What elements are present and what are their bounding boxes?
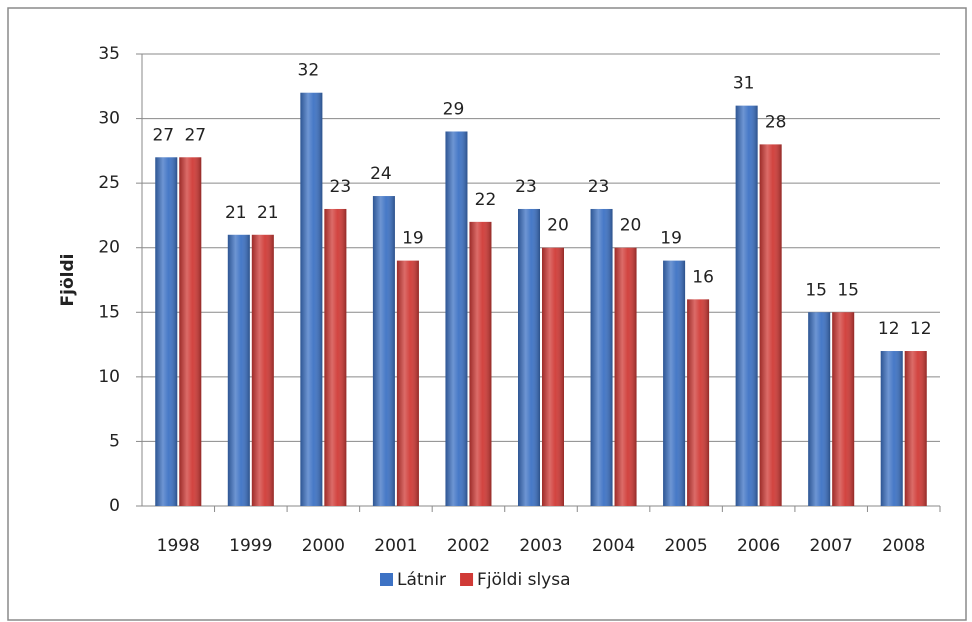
bar (542, 247, 564, 506)
data-label: 19 (402, 229, 424, 249)
x-tick-label: 2005 (664, 536, 707, 556)
bar (832, 312, 855, 506)
y-tick-label: 35 (98, 44, 120, 64)
x-tick-label: 2000 (302, 536, 345, 556)
data-label: 23 (515, 177, 537, 197)
data-label: 20 (620, 216, 642, 236)
x-tick-label: 2002 (447, 536, 490, 556)
x-tick-label: 2006 (737, 536, 780, 556)
x-tick-label: 2001 (374, 536, 417, 556)
y-tick-label: 15 (98, 302, 120, 322)
bar (155, 157, 178, 507)
y-tick-label: 5 (109, 431, 120, 451)
x-tick-label: 2003 (519, 536, 562, 556)
data-label: 16 (692, 267, 714, 287)
bar (179, 157, 202, 507)
data-label: 15 (805, 280, 827, 300)
legend-label: Látnir (397, 570, 446, 590)
data-label: 22 (475, 190, 497, 210)
data-label: 12 (878, 319, 900, 339)
data-label: 19 (660, 229, 682, 249)
data-label: 12 (910, 319, 932, 339)
bar (251, 234, 274, 507)
data-label: 23 (330, 177, 352, 197)
x-tick-label: 1998 (157, 536, 200, 556)
bar (300, 92, 323, 506)
bar (518, 208, 540, 506)
data-label: 24 (370, 164, 392, 184)
data-label: 29 (443, 99, 465, 119)
x-tick-label: 2007 (810, 536, 853, 556)
bar (904, 351, 927, 506)
data-label: 15 (837, 280, 859, 300)
bar (227, 234, 250, 507)
bar (324, 208, 347, 506)
data-label: 21 (225, 203, 247, 223)
data-label: 23 (588, 177, 610, 197)
x-tick-label: 1999 (229, 536, 272, 556)
y-tick-label: 20 (98, 238, 120, 258)
bar (759, 144, 782, 506)
bar (469, 221, 492, 506)
bar (808, 312, 831, 506)
data-label: 27 (152, 125, 174, 145)
data-label: 28 (765, 112, 787, 132)
y-tick-label: 10 (98, 367, 120, 387)
legend-label: Fjöldi slysa (477, 570, 570, 590)
bar (372, 196, 395, 507)
y-tick-label: 25 (98, 173, 120, 193)
bar (590, 208, 613, 506)
x-tick-label: 2004 (592, 536, 635, 556)
data-label: 31 (733, 74, 755, 94)
y-tick-label: 0 (109, 496, 120, 516)
bar (687, 299, 710, 506)
legend-swatch (460, 573, 474, 586)
y-tick-label: 30 (98, 109, 120, 129)
bar (663, 260, 686, 506)
bar (880, 351, 903, 506)
y-axis-label: Fjöldi (58, 254, 78, 307)
data-label: 21 (257, 203, 279, 223)
x-tick-label: 2008 (882, 536, 925, 556)
bar (396, 260, 419, 506)
bar (735, 105, 758, 507)
data-label: 32 (298, 61, 320, 81)
legend-swatch (380, 573, 393, 586)
bar (445, 131, 468, 506)
data-label: 20 (547, 216, 569, 236)
bar (614, 247, 637, 506)
data-label: 27 (184, 125, 206, 145)
